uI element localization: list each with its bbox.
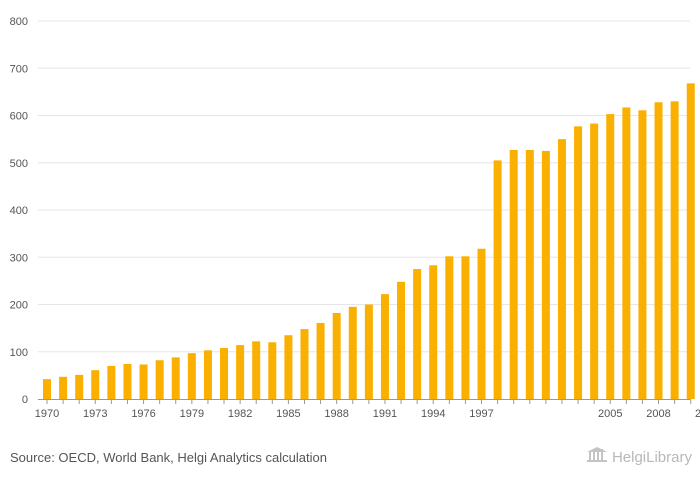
bar	[91, 370, 100, 399]
bar	[75, 374, 84, 399]
bar	[171, 357, 180, 399]
x-tick-label: 1976	[131, 408, 155, 420]
y-axis-ticks: 0 100 200 300 400 500 600 700 800	[10, 16, 28, 406]
x-tick-label: 1994	[421, 408, 445, 420]
bar	[477, 248, 486, 399]
y-tick-label: 500	[10, 158, 28, 170]
x-tick-label: 1979	[180, 408, 204, 420]
bar	[252, 341, 261, 399]
y-tick-label: 600	[10, 111, 28, 123]
bar	[606, 114, 615, 400]
bar	[220, 347, 229, 399]
bar	[380, 294, 389, 399]
source-note: Source: OECD, World Bank, Helgi Analytic…	[10, 450, 327, 465]
bar	[445, 256, 454, 399]
bar	[203, 350, 212, 399]
bar	[557, 139, 566, 399]
bar	[509, 149, 518, 399]
library-building-icon	[586, 447, 608, 467]
bar	[397, 281, 406, 399]
bar	[43, 379, 51, 399]
brand-logo: HelgiLibrary	[586, 447, 692, 467]
x-tick-label: 1988	[324, 408, 348, 420]
y-tick-label: 800	[10, 16, 28, 28]
y-tick-label: 400	[10, 205, 28, 217]
bar	[332, 313, 341, 399]
bar	[574, 126, 583, 400]
y-tick-label: 100	[10, 347, 28, 359]
bar	[654, 102, 663, 400]
bar	[300, 329, 309, 399]
bar	[268, 342, 277, 399]
bar	[493, 160, 502, 399]
bars	[43, 83, 695, 400]
bar	[622, 107, 631, 399]
gridlines	[38, 20, 690, 353]
bar	[155, 360, 164, 399]
bar	[107, 365, 116, 399]
bar	[364, 304, 373, 399]
bar	[525, 149, 534, 399]
bar	[187, 353, 196, 399]
bar	[123, 364, 132, 399]
bar	[461, 256, 470, 399]
y-tick-label: 300	[10, 252, 28, 264]
x-tick-label: 1991	[373, 408, 397, 420]
bar	[541, 150, 550, 399]
bar	[139, 364, 148, 399]
bar	[236, 345, 245, 399]
bar	[686, 83, 695, 400]
bar	[590, 123, 599, 399]
bar	[316, 322, 325, 399]
brand-name: HelgiLibrary	[611, 448, 692, 466]
x-tick-label: 2011	[695, 408, 700, 420]
bar	[284, 335, 293, 399]
bar	[413, 269, 422, 399]
x-tick-label: 2008	[646, 408, 670, 420]
y-tick-label: 0	[22, 394, 28, 406]
bar	[670, 101, 679, 399]
y-tick-label: 200	[10, 300, 28, 312]
x-tick-label: 1997	[469, 408, 493, 420]
y-tick-label: 700	[10, 63, 28, 75]
x-axis-ticks: 1970 1973 1976 1979 1982 1985 1988 1991 1994 1997…	[35, 399, 700, 420]
x-tick-label: 1982	[228, 408, 252, 420]
bar	[429, 265, 438, 399]
bar	[59, 376, 68, 399]
x-tick-label: 1973	[83, 408, 107, 420]
bar	[348, 306, 357, 399]
x-tick-label: 1985	[276, 408, 300, 420]
x-tick-label: 1970	[35, 408, 59, 420]
bar	[638, 110, 647, 400]
x-tick-label: 2005	[598, 408, 622, 420]
